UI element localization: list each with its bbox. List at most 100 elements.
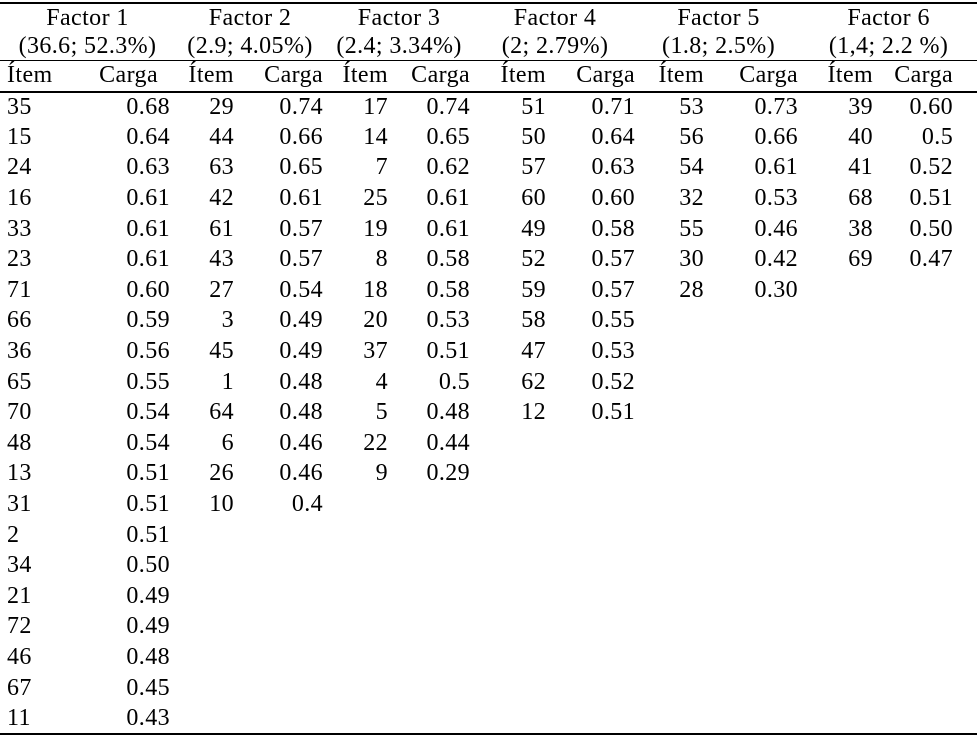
item-cell: 1	[221, 368, 235, 395]
item-cell: 37	[363, 338, 389, 365]
item-cell	[800, 459, 875, 490]
item-cell: 49	[521, 215, 547, 242]
load-cell	[391, 642, 473, 673]
load-cell: 0.46	[279, 460, 324, 487]
factor-4-name: Factor 4	[513, 5, 597, 31]
load-cell: 0.48	[426, 399, 471, 426]
load-header: Carga	[707, 60, 801, 93]
load-cell	[707, 397, 800, 428]
load-cell: 0.57	[591, 276, 636, 303]
load-cell: 0.61	[279, 185, 324, 212]
load-cell	[875, 367, 977, 398]
item-cell: 66	[7, 307, 32, 334]
item-cell	[637, 550, 707, 581]
item-cell: 69	[848, 246, 874, 273]
item-cell: 63	[209, 154, 235, 181]
load-cell	[237, 581, 325, 612]
item-cell: 14	[363, 123, 389, 150]
item-cell	[800, 397, 875, 428]
item-cell: 62	[521, 368, 547, 395]
item-cell: 18	[363, 276, 389, 303]
item-header: Ítem	[473, 60, 549, 93]
load-cell: 0.49	[126, 582, 171, 609]
load-cell	[875, 520, 977, 551]
item-cell: 42	[209, 185, 235, 212]
item-cell: 5	[375, 399, 389, 426]
item-cell	[637, 642, 707, 673]
load-cell	[875, 459, 977, 490]
load-cell	[707, 367, 800, 398]
item-cell	[325, 581, 391, 612]
item-cell	[473, 642, 548, 673]
item-cell: 7	[375, 154, 389, 181]
load-cell: 0.60	[126, 276, 171, 303]
load-cell	[548, 703, 637, 734]
item-cell: 19	[363, 215, 389, 242]
load-cell: 0.55	[126, 368, 171, 395]
item-cell	[175, 673, 237, 704]
load-cell: 0.48	[279, 399, 324, 426]
load-cell: 0.55	[591, 307, 636, 334]
item-cell	[637, 520, 707, 551]
load-cell: 0.62	[426, 154, 471, 181]
load-cell	[707, 428, 800, 459]
load-cell	[548, 581, 637, 612]
load-cell	[391, 489, 473, 520]
load-cell: 0.50	[126, 552, 171, 579]
item-cell: 24	[7, 154, 32, 181]
factor-1-variance: (36.6; 52.3%)	[0, 33, 176, 61]
factor-3-variance: (2.4; 3.34%)	[325, 33, 474, 61]
item-cell: 28	[679, 276, 705, 303]
load-cell: 0.53	[591, 338, 636, 365]
item-cell: 60	[521, 185, 547, 212]
load-cell: 0.66	[279, 123, 324, 150]
item-cell: 6	[221, 429, 235, 456]
item-header: Ítem	[175, 60, 238, 93]
load-cell: 0.4	[291, 491, 324, 518]
load-cell	[548, 612, 637, 643]
load-cell	[391, 703, 473, 734]
load-header: Carga	[237, 60, 326, 93]
item-cell	[325, 520, 391, 551]
item-cell: 58	[521, 307, 547, 334]
factor-2-variance: (2.9; 4.05%)	[175, 33, 326, 61]
load-cell: 0.48	[279, 368, 324, 395]
load-cell	[707, 642, 800, 673]
load-header: Carga	[548, 60, 638, 93]
load-cell	[237, 642, 325, 673]
item-cell	[473, 459, 548, 490]
load-cell	[548, 459, 637, 490]
item-cell: 41	[848, 154, 874, 181]
table-row: 11 0.43	[0, 703, 977, 734]
item-cell: 23	[7, 246, 32, 273]
item-header: Ítem	[637, 60, 708, 93]
load-cell	[237, 550, 325, 581]
table-row: 13 0.51 26 0.46 9 0.29	[0, 459, 977, 490]
load-cell	[875, 550, 977, 581]
item-cell: 20	[363, 307, 389, 334]
load-cell	[548, 550, 637, 581]
load-cell: 0.56	[126, 338, 171, 365]
load-cell: 0.49	[279, 338, 324, 365]
load-cell: 0.29	[426, 460, 471, 487]
item-cell: 71	[7, 276, 32, 303]
table-row: 48 0.54 6 0.46 22 0.44	[0, 428, 977, 459]
item-cell	[637, 581, 707, 612]
item-cell: 9	[375, 460, 389, 487]
item-cell	[325, 550, 391, 581]
load-cell: 0.48	[126, 643, 171, 670]
item-cell: 45	[209, 338, 235, 365]
load-cell	[707, 703, 800, 734]
load-cell: 0.51	[909, 185, 954, 212]
table-row: 67 0.45	[0, 673, 977, 704]
item-cell	[325, 612, 391, 643]
item-cell	[175, 581, 237, 612]
factor-6-variance: (1,4; 2.2 %)	[800, 33, 977, 61]
item-cell	[800, 520, 875, 551]
load-cell: 0.47	[909, 246, 954, 273]
load-header: Carga	[391, 60, 474, 93]
item-cell	[325, 673, 391, 704]
item-cell: 22	[363, 429, 389, 456]
item-cell	[175, 520, 237, 551]
load-cell: 0.51	[426, 338, 471, 365]
